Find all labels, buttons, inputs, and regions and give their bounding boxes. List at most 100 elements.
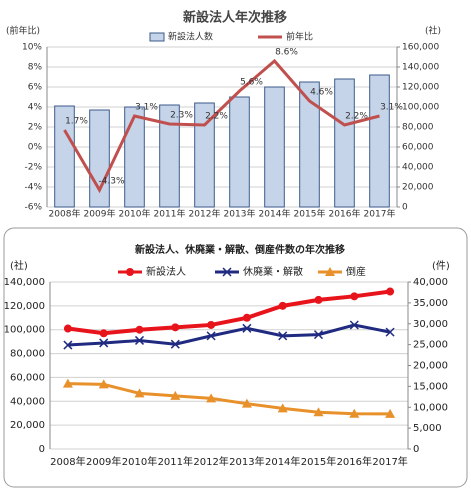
x-tick-label: 2012年	[193, 455, 228, 468]
y2-tick-label: 120,000	[402, 83, 439, 93]
x-tick-label: 2014年	[259, 208, 291, 220]
point	[62, 378, 73, 388]
y-tick-label: 120,000	[4, 301, 45, 312]
y-tick-label: 4%	[28, 103, 43, 113]
y-tick-label: 8%	[28, 63, 43, 73]
chart-title: 新設法人、休廃業・解散、倒産件数の年次推移	[135, 243, 345, 256]
data-label: 8.6%	[275, 48, 298, 58]
y-axis-title: (社)	[10, 259, 28, 272]
point	[206, 331, 216, 341]
y-tick-label: 6%	[28, 83, 43, 93]
chart-2: 新設法人、休廃業・解散、倒産件数の年次推移 (社) (件) 140,000 120,00…	[4, 243, 450, 468]
bar	[54, 105, 75, 208]
bar	[159, 104, 180, 208]
point	[99, 338, 109, 348]
bar	[124, 106, 145, 208]
point	[385, 327, 395, 337]
y-tick-label: 0	[39, 444, 45, 455]
point	[170, 390, 181, 400]
y2-axis-title: (件)	[432, 260, 450, 272]
line	[67, 289, 391, 336]
y-tick-label: 60,000	[10, 372, 45, 383]
y-tick-label: -6%	[24, 203, 42, 213]
x-tick-label: 2017年	[364, 208, 396, 220]
y2-tick-label: 160,000	[402, 43, 439, 53]
y-tick-label: 20,000	[10, 420, 45, 431]
point	[325, 267, 335, 276]
point	[134, 388, 145, 398]
chart-1: 新設法人年次推移 (前年比) (社) 10% 8% 6% 4% 2% 0% -2% -4% -6% 16…	[6, 10, 441, 220]
y-tick-label: 140,000	[4, 277, 45, 288]
line	[67, 382, 391, 416]
point	[278, 331, 288, 341]
data-label: 2.2%	[345, 112, 368, 122]
legend-swatch	[149, 32, 165, 42]
legend-label: 新設法人	[146, 265, 186, 278]
y2-tick-label: 30,000	[413, 319, 448, 330]
data-label: 3.1%	[380, 103, 403, 113]
data-label: 1.7%	[65, 117, 88, 127]
x-tick-label: 2008年	[50, 455, 85, 468]
point	[242, 323, 252, 333]
point	[63, 340, 73, 350]
point	[385, 408, 396, 418]
point	[170, 339, 180, 349]
y2-tick-label: 0	[413, 444, 419, 455]
point	[99, 329, 108, 338]
x-tick-label: 2009年	[86, 455, 121, 468]
y-tick-label: -4%	[24, 183, 42, 193]
y-axis-title: (前年比)	[6, 25, 40, 37]
point	[349, 320, 359, 330]
y2-tick-label: 5,000	[413, 423, 442, 434]
legend-label: 倒産	[346, 265, 366, 278]
y-tick-label: 100,000	[4, 325, 45, 336]
y2-tick-label: 20,000	[402, 183, 434, 193]
y2-tick-label: 40,000	[402, 163, 434, 173]
y2-tick-label: 140,000	[402, 63, 439, 73]
y2-tick-label: 60,000	[402, 143, 434, 153]
point	[135, 325, 144, 334]
point	[313, 330, 324, 340]
line	[67, 323, 391, 347]
y2-tick-label: 40,000	[413, 277, 448, 288]
x-tick-label: 2010年	[122, 455, 157, 468]
y2-tick-label: 80,000	[402, 123, 434, 133]
y-tick-label: 80,000	[10, 349, 45, 360]
y-tick-label: 0%	[28, 143, 43, 153]
y-tick-label: 10%	[22, 43, 42, 53]
x-tick-label: 2009年	[84, 208, 116, 220]
y-tick-label: 2%	[28, 123, 43, 133]
legend-label: 休廃業・解散	[243, 265, 303, 278]
point	[314, 295, 323, 304]
point	[349, 408, 360, 418]
bar	[334, 78, 355, 208]
y2-tick-label: 100,000	[402, 103, 439, 113]
x-tick-label: 2008年	[49, 208, 81, 220]
x-tick-label: 2014年	[265, 455, 300, 468]
y2-tick-label: 20,000	[413, 361, 448, 372]
point	[206, 393, 217, 403]
legend-label: 新設法人数	[168, 31, 213, 43]
y-tick-label: 40,000	[10, 396, 45, 407]
point	[98, 379, 109, 389]
line	[63, 58, 380, 194]
y2-tick-label: 35,000	[413, 298, 448, 309]
y2-tick-label: 25,000	[413, 340, 448, 351]
point	[350, 292, 359, 301]
point	[241, 398, 252, 408]
x-tick-label: 2013年	[229, 455, 264, 468]
data-label: 5.6%	[240, 78, 263, 88]
y2-tick-label: 15,000	[413, 381, 448, 392]
x-tick-label: 2011年	[158, 455, 193, 468]
x-tick-label: 2016年	[337, 455, 372, 468]
point	[242, 313, 251, 322]
point	[207, 320, 216, 329]
bar	[264, 86, 285, 208]
x-tick-label: 2012年	[189, 208, 221, 220]
data-label: -4.3%	[98, 177, 125, 187]
point	[386, 287, 395, 296]
point	[222, 267, 232, 277]
legend-label: 前年比	[286, 31, 313, 43]
point	[313, 407, 324, 417]
